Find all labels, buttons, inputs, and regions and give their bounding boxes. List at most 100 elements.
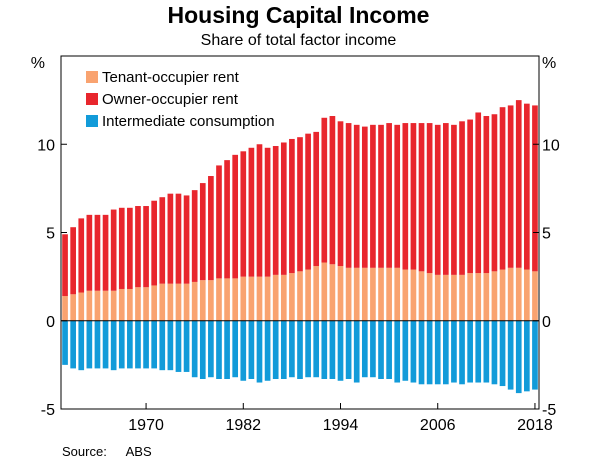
tenant-bar-1960 — [62, 296, 68, 321]
intermediate-bar-1970 — [143, 320, 149, 369]
tenant-bar-2013 — [491, 271, 498, 321]
owner-bar-1982 — [240, 151, 247, 277]
tenant-bar-1999 — [378, 267, 384, 321]
owner-bar-1999 — [378, 124, 384, 268]
source-label: Source: — [62, 444, 107, 459]
tenant-bar-1975 — [183, 283, 190, 321]
intermediate-bar-2002 — [402, 320, 409, 381]
intermediate-bar-1996 — [353, 320, 360, 383]
owner-bar-1972 — [159, 197, 166, 284]
owner-bar-1960 — [62, 234, 68, 297]
intermediate-bar-1960 — [62, 320, 68, 365]
intermediate-bar-2015 — [507, 320, 514, 390]
chart-subtitle: Share of total factor income — [200, 32, 397, 49]
intermediate-bar-1982 — [240, 320, 247, 381]
owner-bar-1961 — [70, 227, 76, 295]
tenant-bar-1961 — [70, 294, 76, 321]
y-unit-right: % — [542, 55, 556, 72]
legend-swatch-intermediate — [86, 115, 98, 127]
tenant-bar-2010 — [467, 273, 473, 321]
owner-bar-1990 — [305, 133, 311, 270]
intermediate-bar-1994 — [337, 320, 344, 381]
owner-bar-1969 — [135, 206, 141, 288]
owner-bar-1994 — [337, 121, 344, 267]
tenant-bar-2007 — [442, 274, 449, 321]
tenant-bar-2016 — [515, 267, 522, 321]
legend: Tenant-occupier rent Owner-occupier rent I… — [86, 69, 275, 130]
bars-layer — [62, 100, 538, 394]
owner-bar-1978 — [208, 176, 214, 281]
intermediate-bar-2016 — [515, 320, 522, 394]
owner-bar-2008 — [451, 124, 457, 275]
tenant-bar-1991 — [313, 266, 320, 321]
owner-bar-2012 — [483, 116, 490, 274]
intermediate-bar-1971 — [151, 320, 158, 369]
owner-bar-2014 — [499, 107, 506, 270]
intermediate-bar-1981 — [232, 320, 239, 378]
intermediate-bar-1963 — [86, 320, 93, 369]
tenant-bar-1972 — [159, 283, 166, 321]
owner-bar-2018 — [532, 105, 538, 272]
owner-bar-1996 — [353, 124, 360, 268]
owner-bar-1987 — [280, 142, 287, 275]
intermediate-bar-1983 — [248, 320, 255, 379]
tenant-bar-1976 — [191, 281, 198, 321]
intermediate-bar-1986 — [272, 320, 279, 379]
tenant-bar-1973 — [167, 283, 174, 321]
tenant-bar-1982 — [240, 276, 247, 321]
tenant-bar-1970 — [143, 287, 149, 321]
owner-bar-1983 — [248, 147, 255, 277]
tenant-bar-1992 — [321, 262, 328, 321]
tenant-bar-2003 — [410, 269, 417, 321]
intermediate-bar-1991 — [313, 320, 320, 378]
tenant-bar-1969 — [135, 287, 141, 321]
tenant-bar-2015 — [507, 267, 514, 321]
tenant-bar-2014 — [499, 269, 506, 321]
tenant-bar-1989 — [297, 271, 303, 321]
tenant-bar-2017 — [524, 269, 530, 321]
legend-swatch-tenant — [86, 71, 98, 83]
tenant-bar-1983 — [248, 276, 255, 321]
intermediate-bar-1999 — [378, 320, 384, 379]
tenant-bar-1997 — [361, 267, 368, 321]
intermediate-bar-1962 — [78, 320, 85, 371]
intermediate-bar-1985 — [264, 320, 271, 381]
legend-label-owner: Owner-occupier rent — [102, 91, 239, 108]
intermediate-bar-1980 — [224, 320, 230, 379]
tenant-bar-2004 — [418, 271, 425, 321]
x-tick-label: 1982 — [225, 417, 261, 434]
tenant-bar-1966 — [110, 290, 117, 321]
tenant-bar-1974 — [175, 283, 182, 321]
source-note: Source: ABS — [62, 444, 152, 459]
tenant-bar-2001 — [394, 267, 401, 321]
x-tick-label: 2006 — [420, 417, 456, 434]
chart-title: Housing Capital Income — [167, 2, 430, 28]
tenant-bar-1998 — [370, 267, 376, 321]
tenant-bar-2000 — [386, 267, 392, 321]
owner-bar-2013 — [491, 114, 498, 272]
tenant-bar-1965 — [102, 290, 109, 321]
y-tick-label-left: 10 — [37, 137, 55, 154]
owner-bar-1979 — [216, 165, 222, 279]
tenant-bar-1987 — [280, 274, 287, 321]
tenant-bar-1984 — [256, 276, 263, 321]
intermediate-bar-2018 — [532, 320, 538, 390]
intermediate-bar-1997 — [361, 320, 368, 378]
owner-bar-1977 — [199, 183, 206, 281]
owner-bar-2009 — [459, 121, 465, 275]
owner-bar-1992 — [321, 117, 328, 263]
owner-bar-1997 — [361, 126, 368, 268]
owner-bar-1976 — [191, 190, 198, 282]
tenant-bar-1988 — [289, 273, 295, 321]
legend-label-tenant: Tenant-occupier rent — [102, 69, 240, 86]
owner-bar-1966 — [110, 209, 117, 291]
source-value: ABS — [125, 444, 152, 459]
owner-bar-2017 — [524, 103, 530, 270]
owner-bar-1967 — [118, 207, 125, 289]
owner-bar-2003 — [410, 123, 417, 270]
y-unit-left: % — [31, 55, 45, 72]
owner-bar-1965 — [102, 214, 109, 291]
owner-bar-1971 — [151, 200, 158, 286]
owner-bar-2011 — [475, 112, 482, 274]
